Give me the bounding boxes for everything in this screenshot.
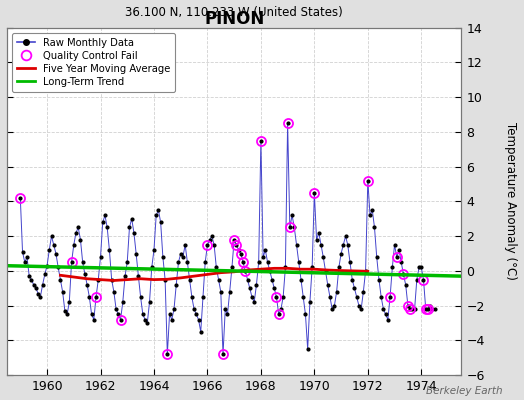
Text: 36.100 N, 110.233 W (United States): 36.100 N, 110.233 W (United States) bbox=[125, 6, 343, 19]
Title: PINON: PINON bbox=[204, 10, 264, 28]
Text: Berkeley Earth: Berkeley Earth bbox=[427, 386, 503, 396]
Y-axis label: Temperature Anomaly (°C): Temperature Anomaly (°C) bbox=[504, 122, 517, 280]
Legend: Raw Monthly Data, Quality Control Fail, Five Year Moving Average, Long-Term Tren: Raw Monthly Data, Quality Control Fail, … bbox=[12, 33, 176, 92]
